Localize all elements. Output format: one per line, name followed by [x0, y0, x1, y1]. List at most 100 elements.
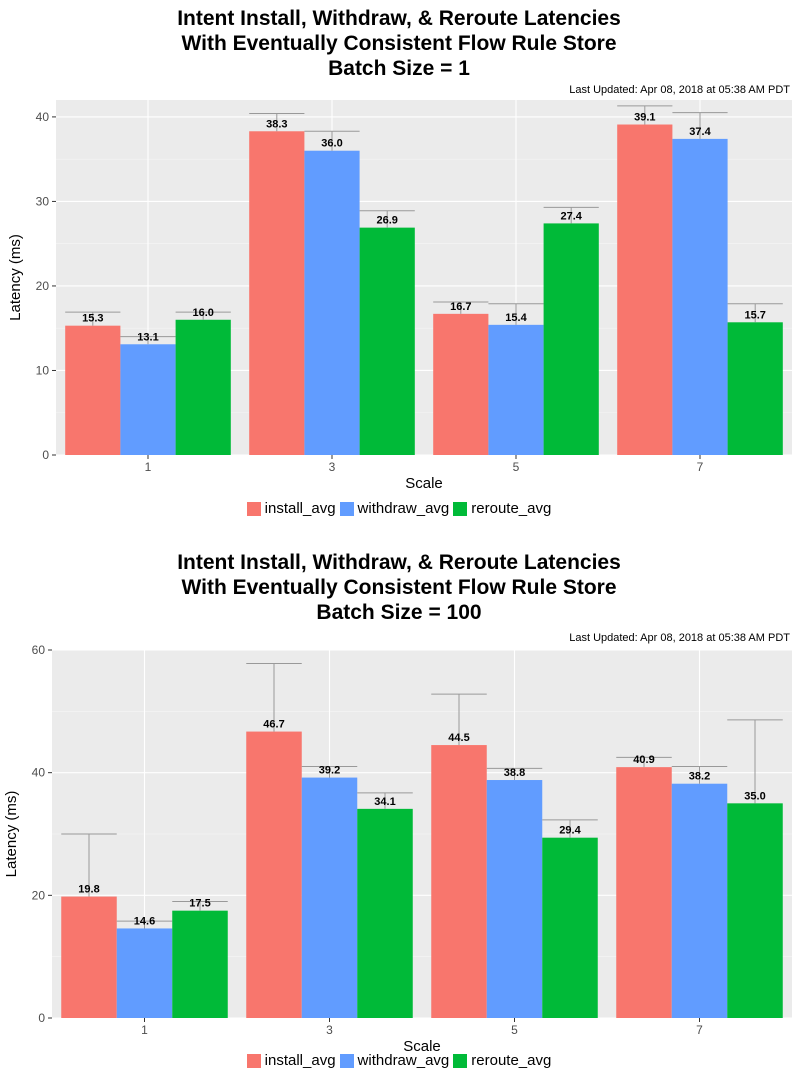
legend-swatch-withdraw: [339, 501, 354, 516]
bar: [61, 896, 117, 1018]
y-tick-label: 60: [32, 643, 46, 657]
x-tick-label: 3: [326, 1023, 333, 1037]
chart-title: Intent Install, Withdraw, & Reroute Late…: [0, 550, 798, 625]
legend-swatch-reroute: [453, 501, 468, 516]
data-label: 17.5: [189, 898, 210, 910]
bar: [357, 808, 413, 1018]
data-label: 26.9: [376, 215, 397, 227]
legend: install_avg withdraw_avg reroute_avg: [0, 1052, 798, 1069]
legend-label-reroute: reroute_avg: [471, 1052, 552, 1069]
legend-label-reroute: reroute_avg: [471, 500, 552, 517]
bar-chart-svg: 0 10 20 30 40 15.3 13.1 16.0 1 38.3 36.0 26.9 3 16.7 1…: [7, 100, 792, 492]
data-label: 14.6: [134, 915, 155, 927]
bar: [543, 223, 599, 455]
bar: [359, 227, 415, 455]
data-label: 29.4: [559, 825, 581, 837]
x-axis-label: Scale: [403, 1038, 441, 1055]
legend-label-install: install_avg: [264, 500, 336, 517]
data-label: 34.1: [374, 796, 395, 808]
bar: [172, 910, 228, 1018]
last-updated-text: Last Updated: Apr 08, 2018 at 05:38 AM P…: [569, 632, 790, 644]
y-tick-label: 10: [36, 363, 50, 377]
x-tick-label: 7: [696, 1023, 703, 1037]
data-label: 38.3: [266, 118, 287, 130]
legend-label-withdraw: withdraw_avg: [357, 500, 450, 517]
data-label: 15.7: [744, 309, 765, 321]
x-tick-label: 3: [329, 460, 336, 474]
bar: [433, 313, 489, 455]
bar: [542, 837, 598, 1018]
data-label: 46.7: [263, 719, 284, 731]
x-tick-label: 5: [513, 460, 520, 474]
data-label: 38.8: [504, 767, 525, 779]
x-tick-label: 7: [697, 460, 704, 474]
title-line-2: With Eventually Consistent Flow Rule Sto…: [181, 576, 617, 599]
bar-chart-svg: 0 20 40 60 19.8 14.6 17.5 1 46.7 39.2 34.1 3 44.5 38.…: [3, 643, 792, 1055]
title-line-2: With Eventually Consistent Flow Rule Sto…: [181, 32, 617, 55]
data-label: 15.4: [505, 312, 527, 324]
data-label: 37.4: [689, 126, 711, 138]
y-tick-label: 20: [36, 279, 50, 293]
y-tick-label: 40: [32, 766, 46, 780]
legend-item-install: install_avg: [246, 500, 336, 517]
y-tick-label: 0: [42, 448, 49, 462]
legend-swatch-withdraw: [339, 1053, 354, 1068]
bar: [727, 803, 783, 1018]
legend-item-install: install_avg: [246, 1052, 336, 1069]
bar: [246, 731, 302, 1018]
bar: [727, 322, 783, 455]
data-label: 15.3: [82, 313, 103, 325]
chart-batch-100: Intent Install, Withdraw, & Reroute Late…: [0, 540, 798, 1078]
chart-batch-1: Intent Install, Withdraw, & Reroute Late…: [0, 0, 798, 534]
data-label: 36.0: [321, 138, 342, 150]
y-axis-label: Latency (ms): [7, 234, 24, 321]
title-line-1: Intent Install, Withdraw, & Reroute Late…: [177, 7, 621, 30]
data-label: 13.1: [137, 331, 158, 343]
data-label: 27.4: [560, 210, 582, 222]
title-line-1: Intent Install, Withdraw, & Reroute Late…: [177, 551, 621, 574]
data-label: 44.5: [448, 732, 469, 744]
legend: install_avg withdraw_avg reroute_avg: [0, 500, 798, 517]
chart-title: Intent Install, Withdraw, & Reroute Late…: [0, 6, 798, 81]
bar: [431, 745, 487, 1018]
legend-item-withdraw: withdraw_avg: [339, 500, 450, 517]
legend-label-withdraw: withdraw_avg: [357, 1052, 450, 1069]
bar: [249, 131, 305, 455]
data-label: 16.0: [192, 307, 213, 319]
bar: [175, 319, 231, 455]
bar: [617, 124, 673, 455]
bar: [65, 325, 121, 455]
legend-swatch-install: [246, 501, 261, 516]
x-axis-label: Scale: [405, 475, 443, 492]
bar: [116, 928, 173, 1018]
data-label: 16.7: [450, 301, 471, 313]
legend-item-withdraw: withdraw_avg: [339, 1052, 450, 1069]
legend-swatch-reroute: [453, 1053, 468, 1068]
bar: [301, 777, 358, 1018]
bar: [672, 138, 728, 455]
x-tick-label: 5: [511, 1023, 518, 1037]
data-label: 40.9: [633, 754, 654, 766]
bar: [616, 767, 672, 1018]
data-label: 19.8: [78, 884, 99, 896]
data-label: 35.0: [744, 790, 765, 802]
bar: [671, 783, 728, 1018]
y-tick-label: 0: [38, 1011, 45, 1025]
data-label: 39.2: [319, 765, 340, 777]
y-tick-label: 30: [36, 194, 50, 208]
bar: [486, 780, 543, 1018]
bar: [488, 324, 544, 455]
legend-label-install: install_avg: [264, 1052, 336, 1069]
title-line-3: Batch Size = 1: [328, 57, 470, 80]
y-tick-label: 20: [32, 888, 46, 902]
bar: [120, 344, 176, 455]
y-axis-label: Latency (ms): [3, 791, 20, 878]
data-label: 39.1: [634, 112, 655, 124]
y-tick-label: 40: [36, 110, 50, 124]
title-line-3: Batch Size = 100: [316, 601, 482, 624]
bar: [304, 150, 360, 455]
data-label: 38.2: [689, 771, 710, 783]
x-tick-label: 1: [141, 1023, 148, 1037]
legend-swatch-install: [246, 1053, 261, 1068]
legend-item-reroute: reroute_avg: [453, 500, 551, 517]
